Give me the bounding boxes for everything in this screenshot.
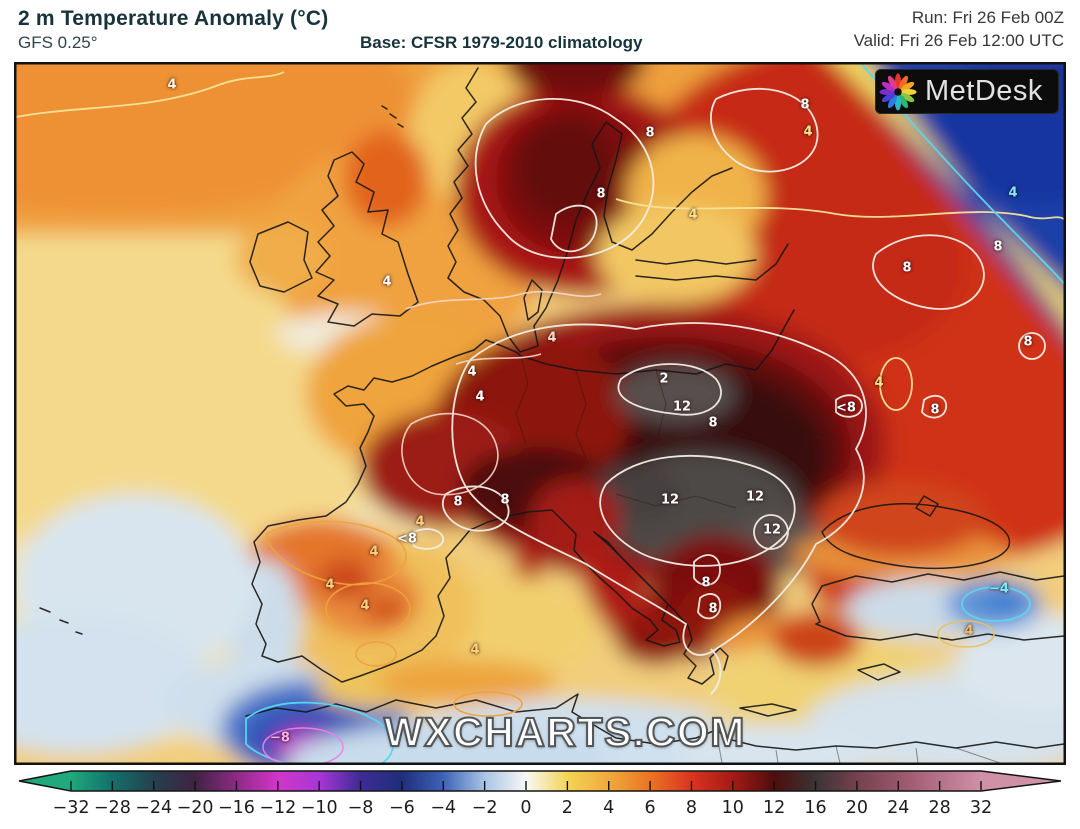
- colorbar-tick-label: −10: [301, 798, 338, 818]
- colorbar-tick-label: 4: [603, 798, 614, 818]
- colorbar-tick-label: −4: [430, 798, 456, 818]
- colorbar-tick-label: 10: [722, 798, 744, 818]
- valid-time-label: Valid: Fri 26 Feb 12:00 UTC: [853, 31, 1064, 50]
- colorbar-tick-label: −12: [259, 798, 296, 818]
- colorbar-tick-label: −6: [389, 798, 415, 818]
- colorbar-tick-label: −32: [53, 798, 90, 818]
- colorbar: −32 −28 −24 −20 −16 −12 −10 −8 −6 −4 −2 0 2 4 6 8 10 12 16…: [15, 766, 1065, 824]
- colorbar-tick-label: 2: [562, 798, 573, 818]
- base-climatology-label: Base: CFSR 1979-2010 climatology: [360, 33, 643, 52]
- colorbar-bar: [18, 770, 1062, 792]
- model-label: GFS 0.25°: [18, 33, 98, 52]
- colorbar-tick-label: 0: [520, 798, 531, 818]
- contour-lines-yellow: [16, 71, 1064, 411]
- contour-lines-orange: [265, 520, 995, 717]
- pinwheel-icon: [879, 73, 917, 110]
- colorbar-tick-label: −28: [94, 798, 131, 818]
- contour-lines-pink: [401, 290, 602, 496]
- colorbar-tick-label: −2: [472, 798, 498, 818]
- page-title: 2 m Temperature Anomaly (°C): [18, 7, 329, 30]
- metdesk-logo-text: MetDesk: [925, 75, 1043, 107]
- colorbar-tick-label: 6: [645, 798, 656, 818]
- colorbar-tick-label: −8: [348, 798, 374, 818]
- wxcharts-watermark: WXCHARTS.COM: [383, 708, 746, 756]
- run-time-label: Run: Fri 26 Feb 00Z: [911, 8, 1064, 27]
- colorbar-tick-label: −24: [135, 798, 172, 818]
- colorbar-tick-label: −20: [177, 798, 214, 818]
- colorbar-tick-label: −16: [218, 798, 255, 818]
- contour-lines-magenta: [262, 727, 344, 763]
- colorbar-tick-label: 16: [804, 798, 826, 818]
- colorbar-tick-label: 32: [970, 798, 992, 818]
- metdesk-logo: MetDesk: [875, 69, 1059, 114]
- temperature-anomaly-map: 4 8 8 4 8 4 4 8 8 8 4 <8 8 2 12 8 12 12 12 4 4 4 4 8 8 <8 4 4 4 4 4 8 8−…: [14, 62, 1066, 765]
- colorbar-tick-label: 8: [686, 798, 697, 818]
- contour-lines-white: [410, 87, 1046, 695]
- country-borders: [515, 355, 1001, 763]
- map-canvas: [16, 64, 1064, 763]
- colorbar-tick-label: 28: [928, 798, 950, 818]
- colorbar-tick-label: 20: [846, 798, 868, 818]
- colorbar-tick-label: 12: [763, 798, 785, 818]
- colorbar-tick-labels: −32 −28 −24 −20 −16 −12 −10 −8 −6 −4 −2 0 2 4 6 8 10 12 16…: [53, 798, 993, 818]
- coastlines: [39, 67, 1064, 751]
- colorbar-tick-label: 24: [887, 798, 909, 818]
